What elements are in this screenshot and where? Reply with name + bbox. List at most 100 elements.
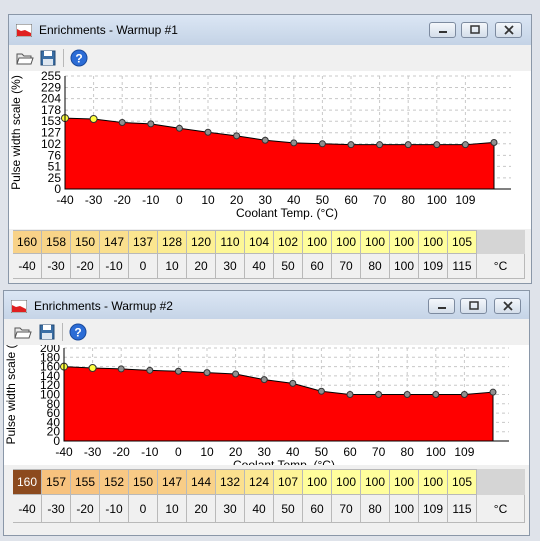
value-cell[interactable]: 102	[274, 230, 303, 254]
value-cell[interactable]: 105	[448, 230, 477, 254]
value-cell[interactable]: 100	[390, 469, 419, 495]
data-point	[146, 366, 154, 374]
data-point	[404, 141, 412, 149]
y-tick-label: 0	[54, 182, 61, 196]
x-tick-label: 0	[176, 193, 183, 207]
value-cell[interactable]: 128	[158, 230, 187, 254]
temperature-cell[interactable]: 40	[245, 495, 274, 523]
data-point	[461, 141, 469, 149]
value-cell[interactable]: 152	[100, 469, 129, 495]
data-point	[433, 141, 441, 149]
temperature-cell[interactable]: 70	[332, 495, 361, 523]
temperature-cell[interactable]: 115	[448, 495, 477, 523]
temperature-cell[interactable]: 30	[216, 254, 245, 279]
value-cell[interactable]: 100	[361, 230, 390, 254]
save-disk-icon[interactable]	[39, 49, 57, 67]
temperature-cell[interactable]: 0	[129, 254, 158, 279]
temperature-cell[interactable]: 100	[390, 495, 419, 523]
y-tick-label: 140	[40, 369, 60, 383]
value-cell[interactable]: 100	[419, 230, 448, 254]
temperature-cell[interactable]: 60	[303, 254, 332, 279]
close-icon	[502, 301, 513, 311]
save-disk-icon[interactable]	[38, 323, 56, 341]
value-cell[interactable]: 160	[13, 469, 42, 495]
curve-area	[63, 366, 494, 442]
temperature-cell[interactable]: -40	[13, 254, 42, 279]
value-cell[interactable]: 100	[361, 469, 390, 495]
temperature-cell[interactable]: 40	[245, 254, 274, 279]
temperature-cell[interactable]: 115	[448, 254, 477, 279]
temperature-cell[interactable]: 0	[129, 495, 158, 523]
window-titlebar[interactable]: Enrichments - Warmup #1	[9, 15, 531, 45]
value-cell[interactable]: 105	[448, 469, 477, 495]
data-point	[489, 388, 497, 396]
value-cell[interactable]: 100	[303, 230, 332, 254]
help-icon[interactable]: ?	[70, 49, 88, 67]
value-cell[interactable]: 104	[245, 230, 274, 254]
value-cell[interactable]: 155	[71, 469, 100, 495]
temperature-cell[interactable]: 109	[419, 495, 448, 523]
value-cell[interactable]: 158	[42, 230, 71, 254]
temperature-cell[interactable]: -40	[13, 495, 42, 523]
temperature-cell[interactable]: 70	[332, 254, 361, 279]
temperature-cell[interactable]: 10	[158, 254, 187, 279]
temperature-cell[interactable]: 50	[274, 495, 303, 523]
x-tick-label: 20	[229, 445, 243, 459]
temperature-cell[interactable]: -30	[42, 254, 71, 279]
temperature-cell[interactable]: 100	[390, 254, 419, 279]
value-cell[interactable]: 124	[245, 469, 274, 495]
data-point	[174, 367, 182, 375]
value-cell[interactable]: 120	[187, 230, 216, 254]
x-tick-label: 60	[344, 193, 358, 207]
value-cell[interactable]: 107	[274, 469, 303, 495]
data-point	[490, 138, 498, 146]
temperature-header-row: -40 -30 -20 -10 0 10 20 30 40 50 60 70 80 100 109 115 °C	[13, 254, 525, 279]
temperature-cell[interactable]: 20	[187, 495, 216, 523]
close-button[interactable]	[494, 298, 521, 314]
x-tick-label: -40	[56, 193, 74, 207]
temperature-cell[interactable]: 109	[419, 254, 448, 279]
y-tick-label: 153	[41, 114, 61, 128]
temperature-cell[interactable]: 80	[361, 495, 390, 523]
maximize-button[interactable]	[460, 298, 487, 314]
value-cell[interactable]: 100	[332, 469, 361, 495]
temperature-cell[interactable]: 60	[303, 495, 332, 523]
value-cell[interactable]: 147	[158, 469, 187, 495]
value-cell[interactable]: 147	[100, 230, 129, 254]
temperature-header-row: -40 -30 -20 -10 0 10 20 30 40 50 60 70 80 100 109 115 °C	[13, 495, 525, 523]
temperature-cell[interactable]: -20	[71, 495, 100, 523]
value-cell[interactable]: 100	[419, 469, 448, 495]
value-cell[interactable]: 150	[71, 230, 100, 254]
temperature-cell[interactable]: 30	[216, 495, 245, 523]
open-folder-icon[interactable]	[14, 323, 32, 341]
help-icon[interactable]: ?	[69, 323, 87, 341]
value-cell[interactable]: 137	[129, 230, 158, 254]
value-cell[interactable]: 100	[332, 230, 361, 254]
temperature-cell[interactable]: -30	[42, 495, 71, 523]
value-cell[interactable]: 150	[129, 469, 158, 495]
value-cell[interactable]: 132	[216, 469, 245, 495]
value-cell[interactable]: 157	[42, 469, 71, 495]
temperature-cell[interactable]: 20	[187, 254, 216, 279]
window-titlebar[interactable]: Enrichments - Warmup #2	[4, 291, 529, 321]
unit-label: °C	[477, 254, 525, 279]
maximize-button[interactable]	[461, 22, 488, 38]
temperature-cell[interactable]: -20	[71, 254, 100, 279]
temperature-cell[interactable]: 10	[158, 495, 187, 523]
temperature-cell[interactable]: 50	[274, 254, 303, 279]
temperature-cell[interactable]: -10	[100, 495, 129, 523]
temperature-cell[interactable]: -10	[100, 254, 129, 279]
value-cell[interactable]: 144	[187, 469, 216, 495]
value-cell[interactable]: 110	[216, 230, 245, 254]
value-cell[interactable]: 100	[303, 469, 332, 495]
minimize-button[interactable]	[428, 298, 455, 314]
y-axis-label: Pulse width scale (%)	[9, 75, 23, 190]
data-point	[147, 120, 155, 128]
value-cell[interactable]: 160	[13, 230, 42, 254]
value-cell[interactable]: 100	[390, 230, 419, 254]
app-chart-icon	[11, 300, 27, 313]
temperature-cell[interactable]: 80	[361, 254, 390, 279]
minimize-button[interactable]	[429, 22, 456, 38]
close-button[interactable]	[495, 22, 522, 38]
open-folder-icon[interactable]	[16, 49, 34, 67]
